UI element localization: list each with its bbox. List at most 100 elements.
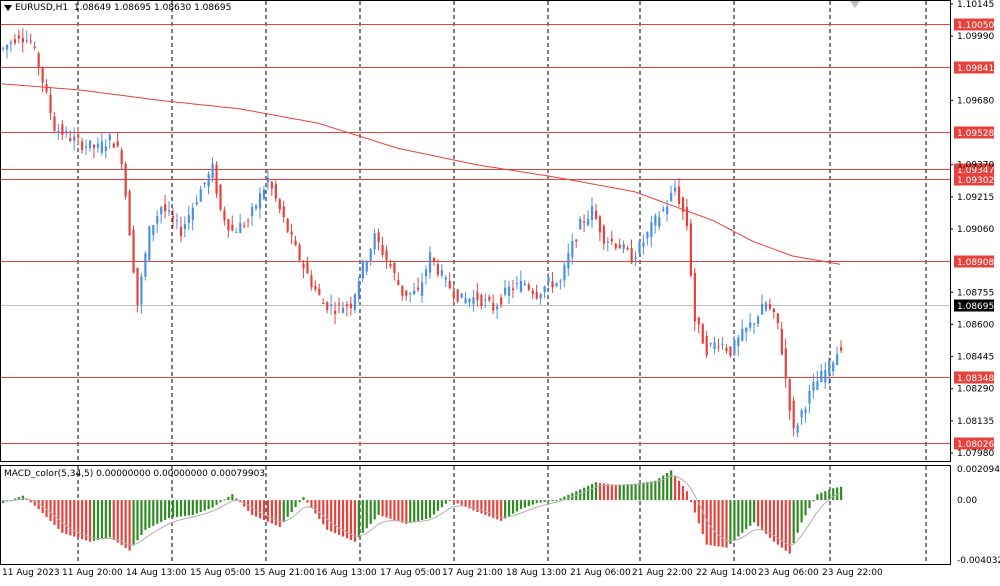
candle-body <box>531 290 534 294</box>
macd-bar <box>88 500 92 542</box>
macd-bar <box>270 500 273 524</box>
candle-body <box>674 187 677 192</box>
candle-body <box>409 292 412 295</box>
macd-bar <box>527 500 530 507</box>
price-level-tag <box>954 173 994 186</box>
price-level-label: 1.08348 <box>957 374 994 384</box>
macd-bar <box>345 500 349 539</box>
macd-bar <box>784 500 787 551</box>
candle-body <box>140 276 143 305</box>
candle-body <box>92 144 96 148</box>
candle-body <box>693 272 696 322</box>
candle-body <box>306 262 309 274</box>
candle-body <box>29 40 32 42</box>
candle-body <box>800 410 803 418</box>
macd-bar <box>322 500 325 525</box>
macd-bar <box>318 500 321 519</box>
dropdown-triangle-icon[interactable] <box>4 4 12 11</box>
candle-body <box>81 141 84 150</box>
time-tick-label: 21 Aug 22:00 <box>632 568 693 578</box>
macd-bar <box>504 500 507 519</box>
candle-body <box>559 281 562 283</box>
candle-body <box>282 206 285 218</box>
current-price-label: 1.08695 <box>957 302 994 312</box>
candle-body <box>662 208 665 211</box>
macd-bar <box>57 500 60 529</box>
macd-bar <box>610 484 613 501</box>
candle-body <box>243 225 246 227</box>
price-level-tag <box>954 18 994 31</box>
macd-bar <box>203 500 206 511</box>
symbol-label: EURUSD,H1 <box>15 3 69 13</box>
macd-bar <box>602 483 606 501</box>
candle-body <box>757 316 760 324</box>
macd-bar <box>701 500 704 534</box>
candle-body <box>539 294 542 299</box>
candle-body <box>322 302 325 304</box>
candle-body <box>330 304 333 306</box>
macd-bar <box>53 500 56 525</box>
candle-body <box>100 141 104 153</box>
macd-bar <box>199 500 202 512</box>
macd-bar <box>219 500 222 503</box>
candle-body <box>345 304 349 307</box>
macd-bar <box>160 500 163 522</box>
macd-bar <box>96 500 100 540</box>
candle-body <box>164 204 167 212</box>
macd-bar <box>452 500 455 502</box>
macd-bar <box>175 500 179 517</box>
candle-body <box>614 244 617 249</box>
candle-body <box>108 134 111 141</box>
macd-bar <box>709 500 712 546</box>
macd-bar <box>622 484 625 501</box>
macd-bar <box>294 500 297 508</box>
macd-bar <box>480 500 483 514</box>
macd-bar <box>539 500 542 503</box>
candle-body <box>389 263 392 267</box>
candle-body <box>784 348 787 379</box>
price-level-label: 1.09841 <box>957 64 994 74</box>
macd-bar <box>231 494 234 501</box>
macd-bar <box>670 470 673 501</box>
macd-bar <box>353 500 357 542</box>
macd-bar <box>543 500 546 502</box>
macd-bar <box>713 500 716 546</box>
macd-bar <box>832 488 835 501</box>
candle-body <box>776 313 779 324</box>
macd-bar <box>21 495 24 501</box>
time-tick-label: 11 Aug 2023 <box>2 568 60 578</box>
macd-bar <box>104 500 107 539</box>
macd-bar <box>361 500 364 533</box>
candle-body <box>179 226 183 237</box>
candle-body <box>448 281 451 289</box>
macd-bar <box>579 489 582 501</box>
macd-bar <box>211 500 214 508</box>
candle-body <box>326 302 329 311</box>
candle-body <box>804 409 807 414</box>
macd-bar <box>2 500 5 504</box>
chart-grid <box>0 0 951 565</box>
macd-bar <box>385 500 388 518</box>
macd-bar <box>484 500 487 515</box>
candle-body <box>120 150 123 165</box>
macd-bar <box>227 496 230 501</box>
candle-body <box>96 143 100 148</box>
price-level-tag <box>954 61 994 74</box>
candle-body <box>57 131 60 134</box>
macd-bar <box>258 500 262 519</box>
macd-bar <box>17 497 21 501</box>
candle-body <box>642 242 645 247</box>
macd-bar <box>658 478 661 501</box>
candle-body <box>183 224 187 230</box>
macd-bar <box>515 500 519 512</box>
time-tick-label: 22 Aug 14:00 <box>696 568 757 578</box>
candle-body <box>476 292 479 300</box>
candle-body <box>223 210 226 221</box>
candle-body <box>231 224 234 231</box>
candle-body <box>199 189 202 202</box>
chart-shift-marker-icon[interactable] <box>848 0 862 10</box>
macd-bar <box>191 500 194 515</box>
